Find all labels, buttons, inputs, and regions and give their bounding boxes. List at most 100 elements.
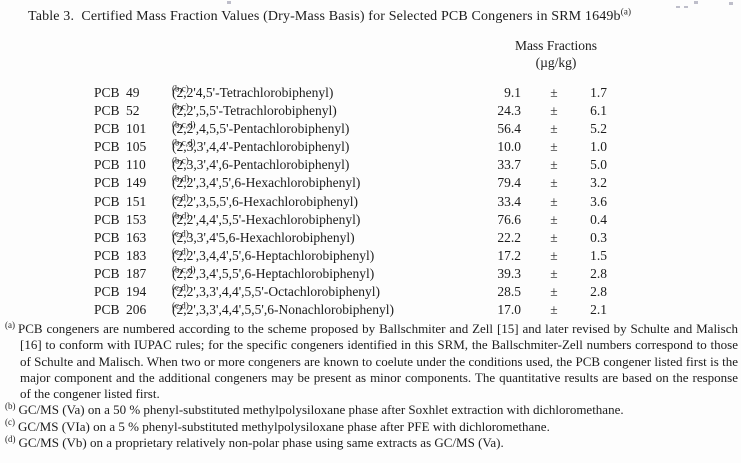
table-row: PCB 194 (2,2',3,3',4,4',5,5'-Octachlorob… [0,283,741,301]
plus-minus-sign: ± [550,139,558,155]
uncertainty-value: 5.0 [590,157,607,173]
method-footnote-marker: (b,d) [172,210,190,221]
table-row: PCB 183 (2,2',3,4,4',5',6-Heptachlorobip… [0,247,741,265]
method-footnote-marker: (b,c,d) [172,264,196,275]
footnote-a-marker: (a) [5,319,15,330]
plus-minus-sign: ± [550,193,558,209]
footnote-b: (b) GC/MS (Va) on a 50 % phenyl-substitut… [5,402,738,418]
congener-number: 151 [126,193,147,209]
congener-number: 52 [126,103,140,119]
pcb-prefix: PCB [94,247,120,263]
footnote-b-text: GC/MS (Va) on a 50 % phenyl-substituted … [18,402,624,418]
table-row: PCB 105 (2,3,3',4,4'-Pentachlorobiphenyl… [0,138,741,156]
plus-minus-sign: ± [550,103,558,119]
congener-name-text: (2,3,3',4'5,6-Hexachlorobiphenyl) [172,229,355,245]
table-row: PCB 52 (2,2',5,5'-Tetrachlorobiphenyl) (b… [0,102,741,120]
table-row: PCB 49 (2,2'4,5'-Tetrachlorobiphenyl) (b,… [0,84,741,102]
footnotes-section: (a) PCB congeners are numbered according … [5,319,738,451]
footnote-b-marker: (b) [5,401,16,412]
table-row: PCB 101 (2,2',4,5,5'-Pentachlorobiphenyl… [0,120,741,138]
footnote-c: (c) GC/MS (VIa) on a 5 % phenyl-substitut… [5,417,738,435]
plus-minus-sign: ± [550,211,558,227]
congener-number: 206 [126,302,147,318]
footnote-a: (a) PCB congeners are numbered according … [5,319,738,402]
congener-name: (2,3,3',4,4'-Pentachlorobiphenyl) (b,c,d) [172,138,349,156]
congener-number: 194 [126,284,147,300]
plus-minus-sign: ± [550,265,558,281]
uncertainty-value: 3.2 [590,175,607,191]
congener-name-text: (2,2',4,5,5'-Pentachlorobiphenyl) [172,121,350,137]
congener-name: (2,2',4,4',5,5'-Hexachlorobiphenyl) (b,d) [172,210,360,229]
congener-number: 153 [126,211,147,227]
method-footnote-marker: (b,c) [172,101,189,112]
congener-name: (2,2',3,3',4,4',5,5',6-Nonachlorobipheny… [172,300,394,319]
mass-fraction-value: 22.2 [497,229,521,245]
congener-name-text: (2,3,3',4,4'-Pentachlorobiphenyl) [172,139,350,155]
congener-number: 187 [126,265,147,281]
scan-artifact [729,2,733,5]
pcb-prefix: PCB [94,211,120,227]
footnote-d: (d) GC/MS (Vb) on a proprietary relativel… [5,434,738,451]
congener-number: 149 [126,175,147,191]
congener-name-text: (2,2',4,4',5,5'-Hexachlorobiphenyl) [172,211,361,227]
congener-name-text: (2,3,3',4',6-Pentachlorobiphenyl) [172,157,350,173]
congener-name-text: (2,2',3,4',5,5',6-Heptachlorobiphenyl) [172,265,375,281]
congener-name: (2,3,3',4',6-Pentachlorobiphenyl) (b,c) [172,156,349,174]
table-row: PCB 151 (2,2',3,5,5',6-Hexachlorobipheny… [0,193,741,211]
table-row: PCB 110 (2,3,3',4',6-Pentachlorobiphenyl… [0,156,741,174]
congener-name-text: (2,2',3,4',5',6-Hexachlorobiphenyl) [172,175,361,191]
congener-number: 110 [126,157,146,173]
congener-name: (2,2',3,4',5',6-Hexachlorobiphenyl) (b,d) [172,174,360,192]
mass-fraction-value: 79.4 [497,175,521,191]
scan-artifact [694,1,698,4]
footnote-d-text: GC/MS (Vb) on a proprietary relatively n… [18,435,504,451]
congener-name: (2,2',3,3',4,4',5,5'-Octachlorobiphenyl)… [172,283,380,301]
scan-artifact [676,6,680,8]
congener-name: (2,2'4,5'-Tetrachlorobiphenyl) (b,c) [172,84,333,102]
table-row: PCB 163 (2,3,3',4'5,6-Hexachlorobiphenyl… [0,229,741,247]
congener-name-text: (2,2'4,5'-Tetrachlorobiphenyl) [172,85,334,100]
mass-fraction-value: 17.0 [497,302,521,318]
congener-number: 183 [126,247,147,263]
uncertainty-value: 0.3 [590,229,607,245]
congener-number: 163 [126,229,147,245]
table-row: PCB 149 (2,2',3,4',5',6-Hexachlorobiphen… [0,174,741,192]
congener-name-text: (2,2',3,3',4,4',5,5'-Octachlorobiphenyl) [172,284,381,300]
mass-fractions-column-header: Mass Fractions (µg/kg) [480,37,632,71]
table-rows: PCB 49 (2,2'4,5'-Tetrachlorobiphenyl) (b,… [0,84,741,319]
mass-fraction-value: 10.0 [497,139,521,155]
pcb-prefix: PCB [94,121,120,137]
uncertainty-value: 0.4 [590,211,607,227]
mass-fraction-value: 39.3 [497,265,521,281]
plus-minus-sign: ± [550,157,558,173]
method-footnote-marker: (c,d) [172,300,189,311]
congener-number: 105 [126,139,147,155]
plus-minus-sign: ± [550,175,558,191]
congener-name: (2,2',5,5'-Tetrachlorobiphenyl) (b,c) [172,101,337,120]
mass-fraction-value: 33.7 [497,157,521,173]
congener-name: (2,3,3',4'5,6-Hexachlorobiphenyl) (c,d) [172,229,355,247]
column-header-line1: Mass Fractions [514,38,598,53]
mass-fraction-value: 9.1 [504,85,521,100]
uncertainty-value: 1.0 [590,139,607,155]
table-caption: Table 3. Certified Mass Fraction Values … [28,7,728,25]
table-row: PCB 206 (2,2',3,3',4,4',5,5',6-Nonachlor… [0,301,741,319]
plus-minus-sign: ± [550,229,558,245]
mass-fraction-value: 33.4 [497,193,521,209]
mass-fraction-value: 17.2 [497,247,521,263]
congener-name: (2,2',3,4',5,5',6-Heptachlorobiphenyl) (b… [172,264,374,283]
uncertainty-value: 3.6 [590,193,607,209]
plus-minus-sign: ± [550,302,558,318]
footnote-c-marker: (c) [5,417,15,428]
pcb-prefix: PCB [94,302,120,318]
mass-fraction-value: 24.3 [497,103,521,119]
pcb-prefix: PCB [94,193,120,209]
plus-minus-sign: ± [550,121,558,137]
scan-artifact [684,6,688,8]
congener-name-text: (2,2',3,5,5',6-Hexachlorobiphenyl) [172,193,358,209]
footnote-c-text: GC/MS (VIa) on a 5 % phenyl-substituted … [18,418,550,434]
mass-fraction-value: 28.5 [497,284,521,300]
pcb-prefix: PCB [94,265,120,281]
pcb-prefix: PCB [94,85,120,100]
